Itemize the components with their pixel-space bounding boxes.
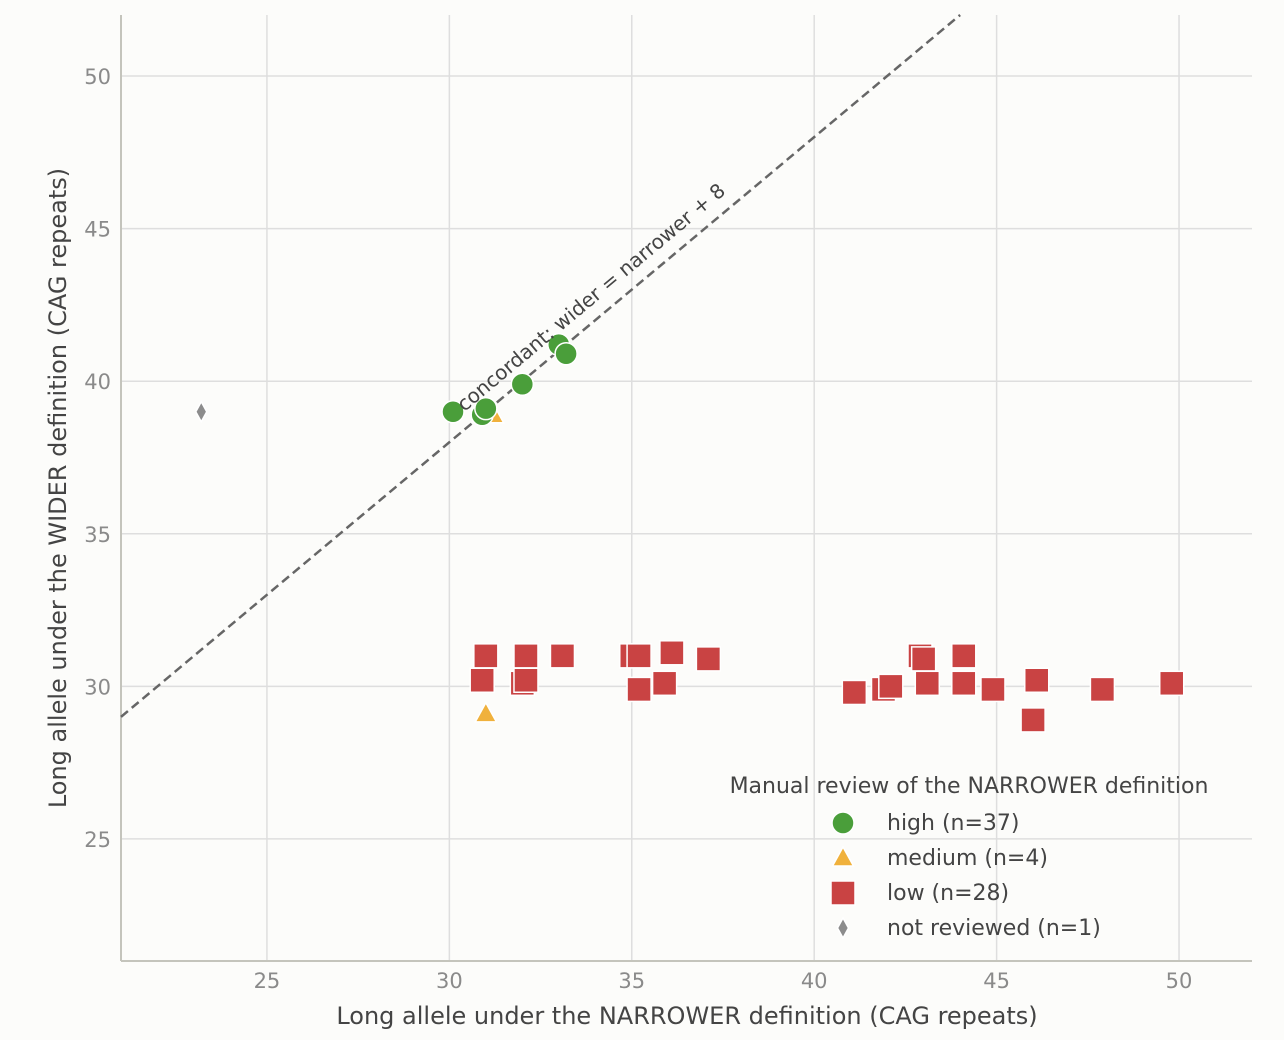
x-tick-label: 40: [801, 969, 828, 993]
data-point-square: [878, 673, 904, 700]
data-point-square: [1089, 676, 1116, 703]
y-tick-label: 25: [84, 828, 111, 852]
reference-line: [120, 14, 961, 718]
data-point-square: [1158, 670, 1185, 697]
legend-entry-label: low (n=28): [887, 881, 1009, 906]
data-point-square: [473, 643, 499, 669]
reference-line-label: concordant: wider = narrower + 8: [452, 178, 730, 416]
x-tick-label: 30: [436, 969, 463, 993]
data-point-square: [626, 643, 652, 669]
y-axis-title: Long allele under the WIDER definition (…: [44, 168, 72, 808]
x-tick-label: 35: [618, 969, 645, 993]
tick-labels: 25 30 35 40 45 50 25 30 35 40 45 50: [84, 65, 1192, 993]
data-point-square: [659, 640, 685, 666]
data-point-circle: [554, 341, 578, 366]
x-tick-label: 45: [983, 969, 1010, 993]
legend-marker-square: [830, 880, 856, 906]
y-tick-label: 50: [84, 65, 111, 89]
data-points: [194, 332, 1185, 733]
x-tick-label: 25: [254, 969, 281, 993]
legend: Manual review of the NARROWER definition…: [730, 774, 1209, 941]
data-point-diamond: [194, 400, 208, 424]
data-point-square: [626, 676, 652, 703]
y-tick-label: 40: [84, 370, 111, 394]
data-point-square: [513, 667, 539, 694]
data-point-square: [695, 646, 722, 672]
data-point-circle: [510, 372, 535, 396]
legend-entry-label: high (n=37): [887, 811, 1020, 836]
data-point-triangle: [474, 701, 498, 723]
legend-marker-circle: [831, 811, 855, 835]
x-tick-label: 50: [1166, 969, 1193, 993]
legend-entry-label: not reviewed (n=1): [887, 916, 1101, 941]
axes: [120, 15, 1252, 962]
data-point-square: [651, 670, 678, 697]
y-tick-label: 35: [84, 523, 111, 547]
data-point-square: [549, 643, 576, 669]
data-point-square: [469, 667, 495, 694]
data-point-square: [513, 643, 539, 669]
x-axis-title: Long allele under the NARROWER definitio…: [336, 1002, 1037, 1030]
data-point-square: [914, 670, 941, 697]
data-point-square: [910, 646, 937, 672]
y-tick-label: 30: [84, 675, 111, 699]
data-point-circle: [474, 396, 498, 421]
legend-title: Manual review of the NARROWER definition: [730, 774, 1209, 799]
data-point-square: [980, 676, 1006, 703]
legend-marker-diamond: [836, 916, 850, 940]
legend-marker-triangle: [831, 845, 855, 867]
gridlines: [121, 15, 1252, 961]
data-point-square: [1023, 667, 1050, 694]
data-point-circle: [441, 399, 465, 424]
data-point-square: [951, 670, 977, 697]
reference-line-group: [120, 14, 961, 718]
data-point-square: [841, 679, 868, 706]
data-point-square: [951, 643, 977, 669]
legend-entry-label: medium (n=4): [887, 846, 1048, 871]
data-point-square: [1020, 707, 1046, 733]
y-tick-label: 45: [84, 218, 111, 242]
